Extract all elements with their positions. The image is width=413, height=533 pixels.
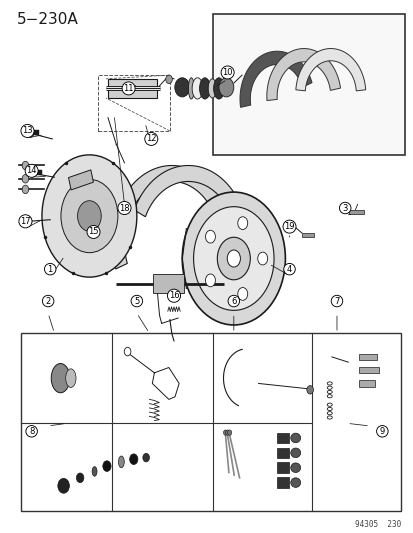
Bar bbox=[276, 433, 288, 443]
Text: 19: 19 bbox=[284, 222, 294, 231]
Ellipse shape bbox=[192, 78, 202, 99]
Text: 94305  230: 94305 230 bbox=[354, 520, 400, 529]
Circle shape bbox=[217, 237, 250, 280]
Bar bbox=[69, 170, 93, 190]
Bar bbox=[358, 367, 378, 373]
Text: 4: 4 bbox=[286, 265, 292, 273]
Ellipse shape bbox=[213, 78, 224, 99]
Text: 11: 11 bbox=[123, 84, 133, 93]
Text: 5: 5 bbox=[134, 296, 139, 305]
Ellipse shape bbox=[208, 79, 216, 98]
Text: 5−230A: 5−230A bbox=[17, 12, 79, 27]
Ellipse shape bbox=[174, 78, 189, 97]
Text: 3: 3 bbox=[342, 204, 347, 213]
Text: 16: 16 bbox=[168, 291, 179, 300]
Circle shape bbox=[227, 250, 240, 267]
Circle shape bbox=[165, 75, 172, 84]
Circle shape bbox=[237, 217, 247, 230]
Polygon shape bbox=[134, 166, 248, 263]
Ellipse shape bbox=[290, 448, 300, 458]
Text: 14: 14 bbox=[26, 166, 37, 175]
Circle shape bbox=[24, 216, 31, 225]
Circle shape bbox=[124, 348, 131, 356]
Polygon shape bbox=[240, 51, 311, 107]
Ellipse shape bbox=[58, 478, 69, 493]
Text: 13: 13 bbox=[22, 126, 33, 135]
Ellipse shape bbox=[188, 78, 194, 99]
Circle shape bbox=[225, 430, 229, 435]
Circle shape bbox=[257, 252, 267, 265]
Text: 15: 15 bbox=[88, 228, 99, 237]
Bar bbox=[213, 14, 404, 155]
Ellipse shape bbox=[290, 433, 300, 443]
Bar bbox=[276, 463, 288, 473]
Ellipse shape bbox=[199, 78, 210, 99]
Ellipse shape bbox=[92, 467, 97, 476]
Circle shape bbox=[26, 128, 34, 138]
Text: 17: 17 bbox=[20, 217, 31, 226]
Circle shape bbox=[237, 287, 247, 300]
Ellipse shape bbox=[290, 478, 300, 487]
Bar bbox=[276, 448, 288, 458]
Bar bbox=[33, 170, 42, 174]
Bar bbox=[349, 209, 363, 214]
Text: 8: 8 bbox=[29, 427, 34, 436]
Bar bbox=[21, 333, 400, 511]
Polygon shape bbox=[266, 49, 340, 101]
Polygon shape bbox=[295, 49, 365, 91]
Circle shape bbox=[205, 230, 215, 243]
Circle shape bbox=[22, 185, 28, 193]
Ellipse shape bbox=[129, 454, 138, 465]
Bar bbox=[30, 131, 38, 135]
Ellipse shape bbox=[51, 364, 70, 393]
Text: 6: 6 bbox=[230, 296, 236, 305]
Text: 18: 18 bbox=[119, 204, 130, 213]
Text: 1: 1 bbox=[47, 265, 53, 273]
Bar bbox=[97, 75, 169, 131]
Bar bbox=[301, 233, 313, 237]
Text: 2: 2 bbox=[45, 296, 51, 305]
Bar bbox=[108, 79, 157, 98]
Text: 12: 12 bbox=[146, 134, 156, 143]
Circle shape bbox=[22, 161, 28, 169]
Circle shape bbox=[22, 174, 28, 183]
Circle shape bbox=[205, 274, 215, 287]
Text: 9: 9 bbox=[379, 427, 384, 436]
Circle shape bbox=[227, 430, 231, 435]
Circle shape bbox=[77, 201, 101, 231]
Ellipse shape bbox=[66, 369, 76, 387]
Bar bbox=[276, 477, 288, 488]
Circle shape bbox=[306, 385, 313, 394]
Bar bbox=[153, 274, 184, 293]
Ellipse shape bbox=[102, 461, 111, 471]
Circle shape bbox=[61, 179, 118, 253]
Circle shape bbox=[193, 207, 273, 310]
Polygon shape bbox=[112, 165, 225, 269]
Bar bbox=[358, 354, 376, 360]
Circle shape bbox=[223, 430, 227, 435]
Text: 10: 10 bbox=[222, 68, 233, 77]
Ellipse shape bbox=[76, 473, 84, 482]
Ellipse shape bbox=[218, 78, 233, 97]
Bar bbox=[358, 380, 374, 386]
Ellipse shape bbox=[118, 456, 124, 468]
Circle shape bbox=[182, 192, 285, 325]
Circle shape bbox=[29, 167, 36, 177]
Ellipse shape bbox=[290, 463, 300, 472]
Text: 7: 7 bbox=[333, 296, 339, 305]
Circle shape bbox=[42, 155, 137, 277]
Ellipse shape bbox=[142, 454, 149, 462]
